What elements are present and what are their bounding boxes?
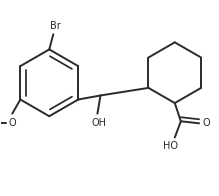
Text: O: O <box>9 118 16 128</box>
Text: HO: HO <box>163 141 178 151</box>
Text: O: O <box>202 118 210 128</box>
Text: Br: Br <box>50 21 61 31</box>
Text: OH: OH <box>92 118 107 128</box>
